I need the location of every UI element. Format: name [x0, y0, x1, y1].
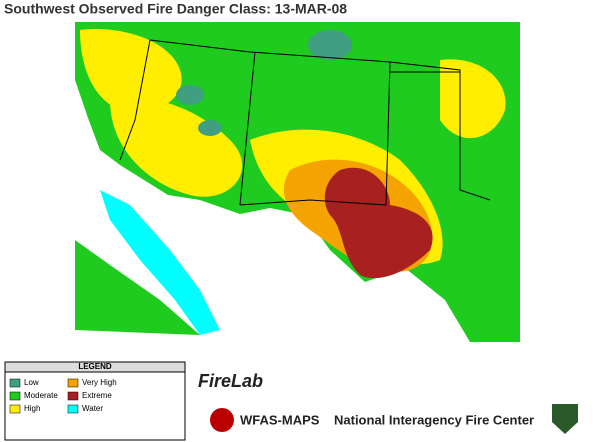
legend-title: LEGEND [78, 362, 112, 371]
high-area [80, 29, 182, 113]
map [75, 22, 520, 342]
legend-label: Low [24, 378, 39, 387]
legend-header [4, 361, 186, 373]
title: Southwest Observed Fire Danger Class: 13… [4, 1, 347, 17]
legend-swatch [67, 404, 79, 414]
low-area [308, 30, 352, 60]
legend-swatch [9, 404, 21, 414]
legend-label: High [24, 404, 40, 413]
state-borders [119, 39, 491, 206]
legend-label: Extreme [82, 391, 112, 400]
legend-label: Water [82, 404, 103, 413]
legend: LEGEND Low Moderate High Very High Extreme Wa… [4, 361, 186, 441]
legend-items: Low Moderate High Very High Extreme Water [9, 378, 117, 414]
water [100, 190, 220, 335]
wfas-logo [210, 408, 234, 432]
legend-swatch [9, 378, 21, 388]
center-label: National Interagency Fire Center [334, 412, 534, 427]
legend-swatch [67, 391, 79, 401]
low-area [176, 85, 204, 105]
legend-box [4, 361, 186, 441]
low-area [198, 120, 222, 136]
usfs-shield [552, 404, 578, 434]
extreme-area [324, 167, 433, 279]
legend-label: Moderate [24, 391, 58, 400]
high-area [110, 97, 243, 197]
firelab-logo: FireLab [198, 371, 263, 391]
legend-swatch [9, 391, 21, 401]
legend-label: Very High [82, 378, 117, 387]
legend-swatch [67, 378, 79, 388]
wfas-label: WFAS-MAPS [240, 412, 320, 427]
land-moderate [75, 240, 200, 335]
high-area [440, 59, 506, 139]
